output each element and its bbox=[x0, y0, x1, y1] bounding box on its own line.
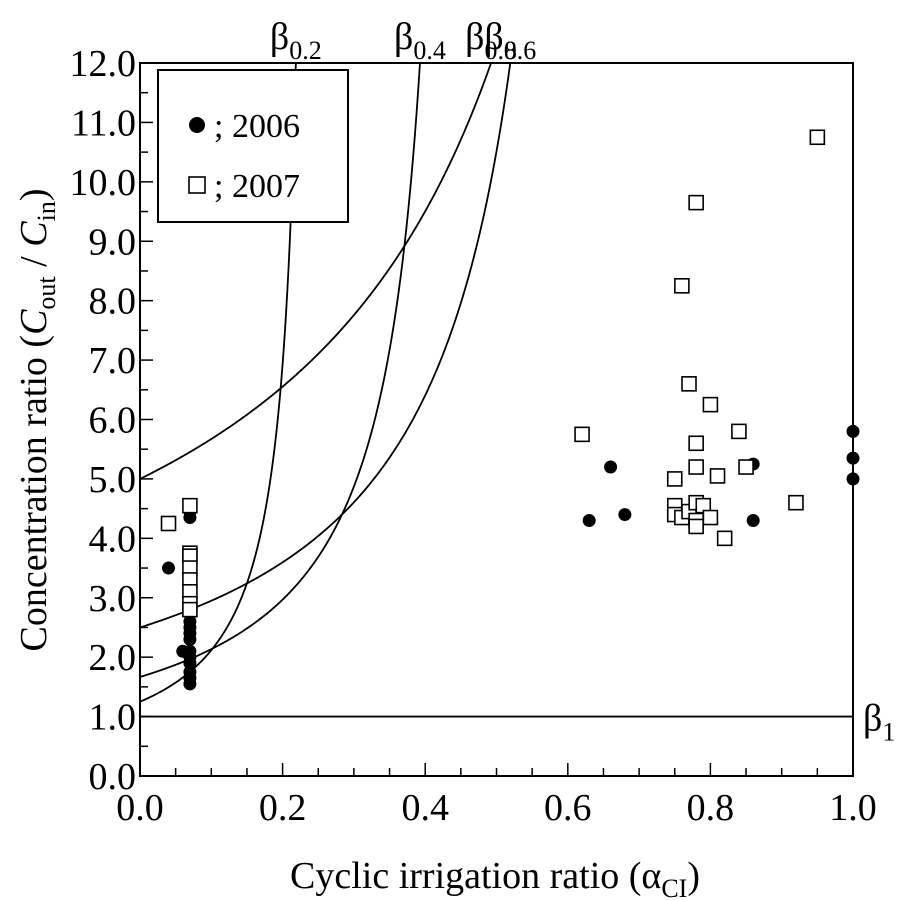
point-2006 bbox=[746, 514, 760, 528]
x-axis-title: Cyclic irrigation ratio (αCI) bbox=[290, 855, 700, 900]
point-2007 bbox=[182, 497, 198, 514]
x-tick-label: 0.6 bbox=[544, 787, 592, 829]
point-2006 bbox=[604, 460, 618, 474]
point-2007 bbox=[688, 194, 704, 211]
point-2007 bbox=[788, 494, 804, 511]
curve-label-beta-0.4: β0.4 bbox=[394, 16, 446, 65]
y-tick-label: 11.0 bbox=[71, 102, 136, 144]
legend-label-2007: ; 2007 bbox=[214, 168, 300, 205]
y-tick-label: 7.0 bbox=[89, 340, 137, 382]
point-2006 bbox=[183, 615, 197, 629]
y-tick-label: 10.0 bbox=[70, 162, 137, 204]
y-tick-label: 5.0 bbox=[89, 459, 137, 501]
point-2007 bbox=[666, 471, 683, 487]
axis-ticks bbox=[139, 62, 854, 777]
point-2007 bbox=[709, 468, 726, 484]
point-2007 bbox=[688, 459, 704, 475]
curve-beta-0.6 bbox=[140, 63, 512, 629]
point-2007 bbox=[716, 530, 733, 547]
legend-marker-2007 bbox=[188, 176, 206, 194]
y-tick-label: 0.0 bbox=[89, 756, 137, 798]
point-2007 bbox=[688, 435, 704, 452]
legend: ; 2006 ; 2007 bbox=[157, 69, 349, 223]
y-tick-label: 6.0 bbox=[89, 400, 137, 442]
legend-label-2006: ; 2006 bbox=[214, 108, 300, 145]
point-2006 bbox=[618, 508, 632, 522]
point-2007 bbox=[182, 601, 198, 618]
y-tick-label: 3.0 bbox=[89, 578, 137, 620]
axis-tick-labels: 0.0 0.2 0.4 0.6 0.8 1.0 0.0 1.0 2.0 3.0 4.0 5.0 6.0 7… bbox=[70, 43, 877, 829]
point-2007 bbox=[809, 129, 826, 146]
y-axis-title: Concentration ratio (Cout / Cin) bbox=[13, 189, 61, 652]
point-2007 bbox=[702, 509, 719, 526]
curve-label-beta-0.8: β0.8 bbox=[465, 16, 517, 65]
point-2007 bbox=[674, 278, 690, 294]
point-2007 bbox=[731, 423, 747, 440]
legend-marker-2006 bbox=[189, 117, 205, 133]
y-tick-label: 12.0 bbox=[70, 43, 137, 85]
x-tick-label: 0.2 bbox=[259, 787, 307, 829]
curve-beta-0.8 bbox=[140, 63, 492, 480]
data-points bbox=[160, 129, 860, 691]
point-2007 bbox=[160, 515, 177, 532]
x-tick-label: 0.0 bbox=[116, 787, 164, 829]
point-2006 bbox=[183, 665, 197, 679]
y-tick-label: 1.0 bbox=[89, 697, 137, 739]
x-tick-label: 1.0 bbox=[829, 787, 877, 829]
x-tick-label: 0.4 bbox=[401, 787, 449, 829]
curve-label-beta-0.2: β0.2 bbox=[270, 16, 322, 65]
curve-label-beta-0.6: β0.6 bbox=[484, 16, 536, 65]
point-2006 bbox=[183, 644, 197, 658]
point-2007 bbox=[688, 518, 704, 535]
legend-box bbox=[157, 69, 349, 223]
point-2007 bbox=[574, 426, 590, 443]
curve-labels: β0.2 β0.4 β0.6β0.8 β1 bbox=[270, 16, 895, 747]
y-tick-label: 8.0 bbox=[89, 281, 137, 323]
curve-beta-0.2 bbox=[140, 63, 297, 703]
curve-label-beta-1: β1 bbox=[863, 698, 895, 747]
y-tick-label: 2.0 bbox=[89, 637, 137, 679]
point-2007 bbox=[738, 459, 754, 475]
point-2007 bbox=[702, 396, 719, 413]
point-2006 bbox=[582, 514, 596, 528]
y-tick-label: 9.0 bbox=[89, 221, 137, 263]
point-2007 bbox=[681, 376, 697, 392]
y-tick-label: 4.0 bbox=[89, 518, 137, 560]
point-2006 bbox=[162, 561, 176, 575]
x-tick-label: 0.8 bbox=[687, 787, 735, 829]
